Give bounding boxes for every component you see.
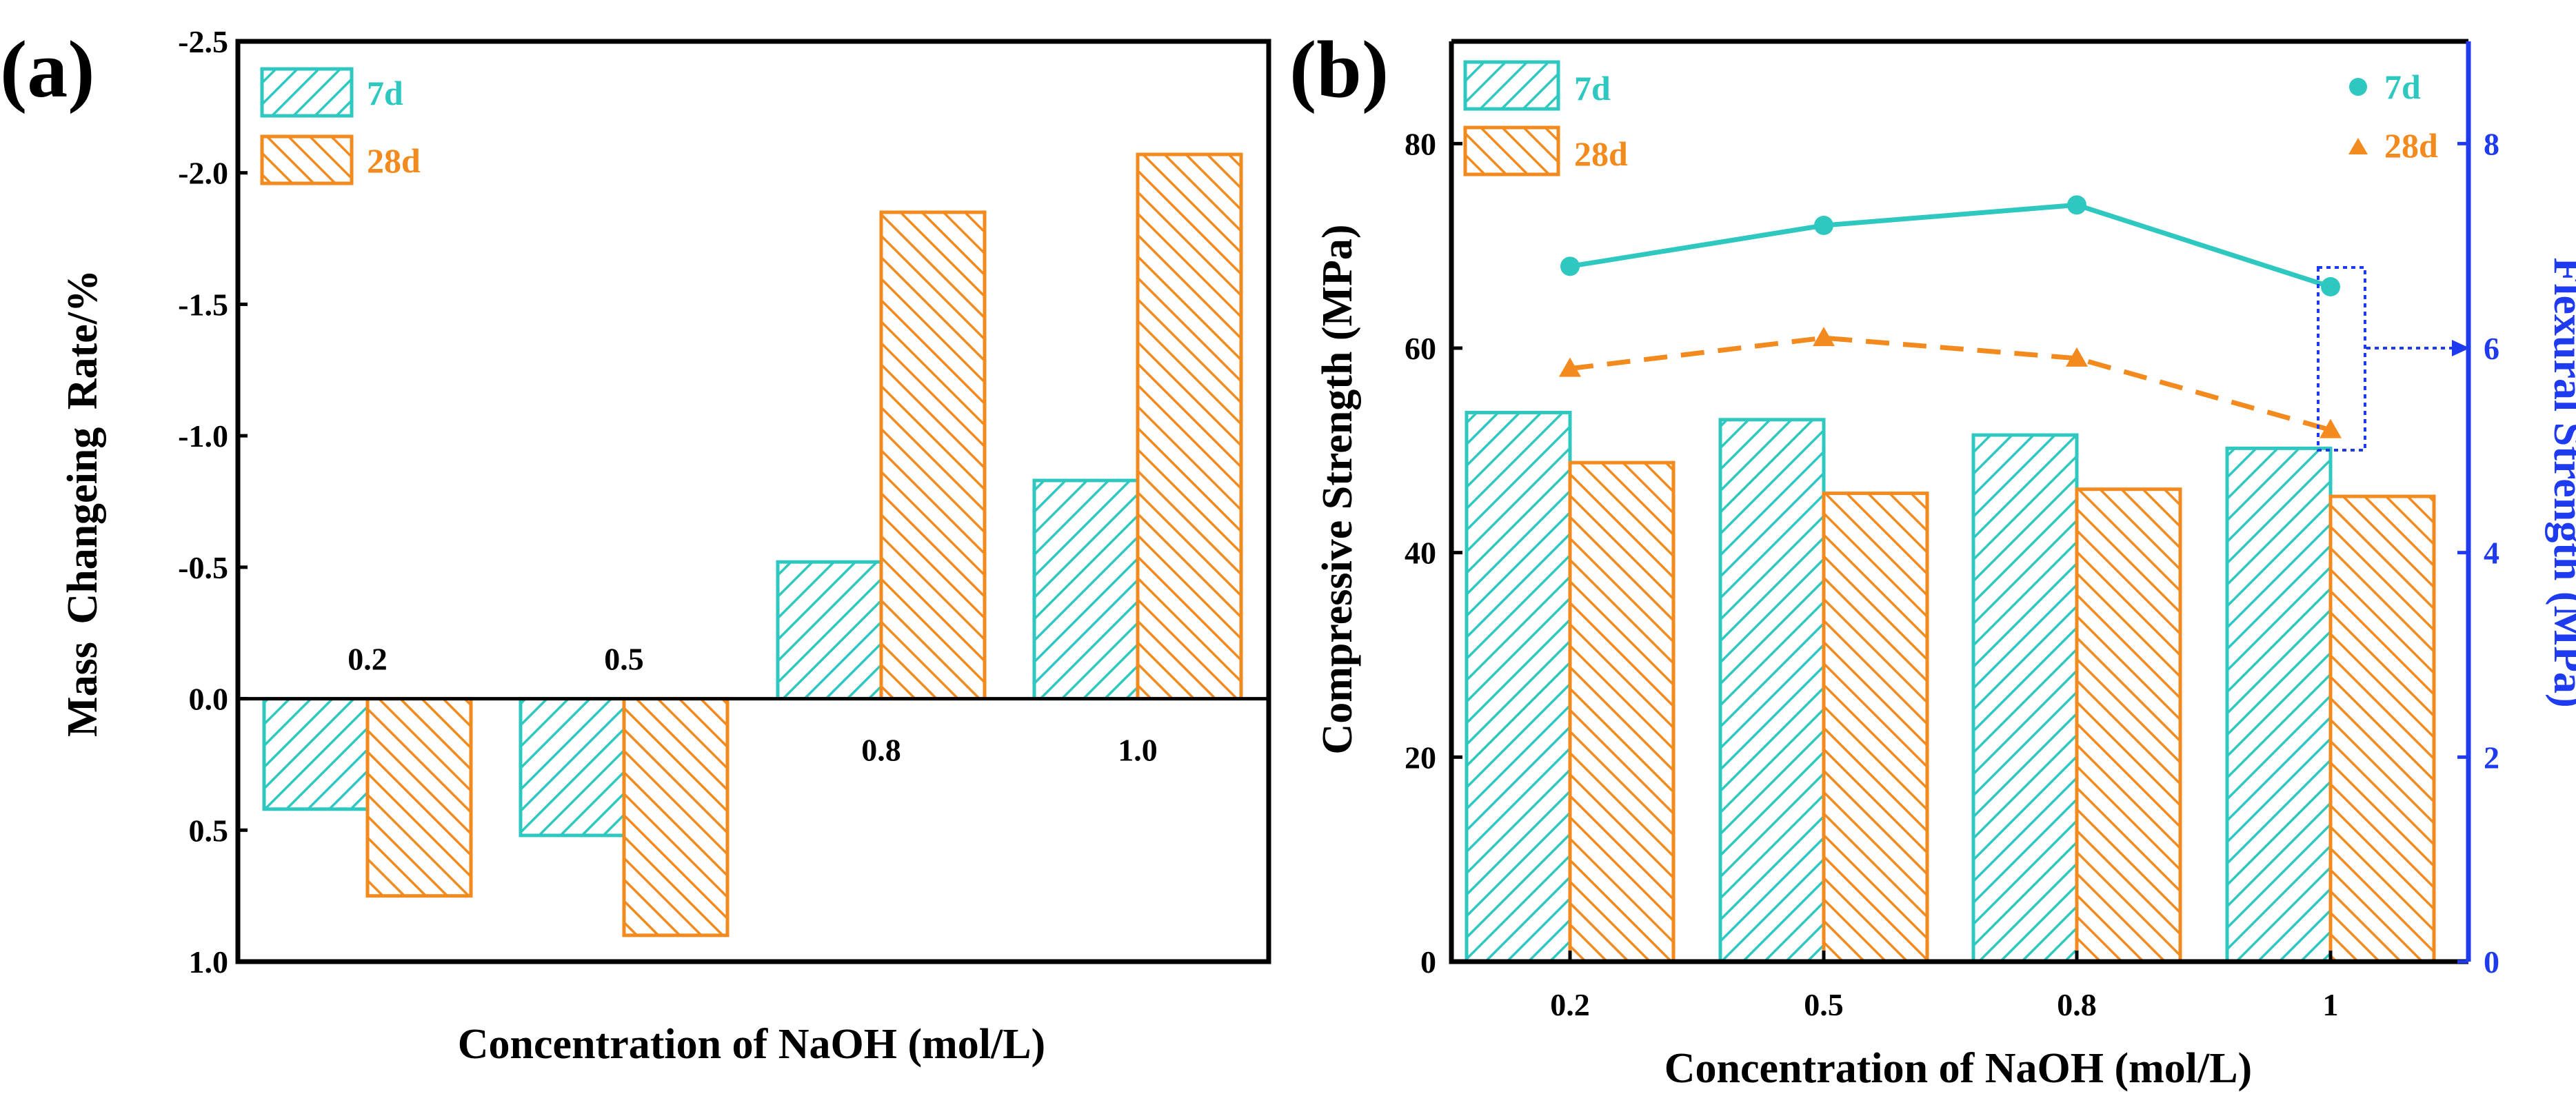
panel-b-bar-legend: 7d 28d (1463, 60, 1628, 176)
panel-b-x-tick-label: 0.8 (2057, 987, 2097, 1022)
panel-a-category-label: 0.5 (604, 642, 644, 677)
panel-b-point-28d-0.2 (1559, 357, 1581, 377)
panel-b-left-tick-label: 80 (1405, 126, 1436, 161)
panel-b-left-tick-label: 0 (1420, 944, 1436, 980)
panel-b-right-tick-label: 2 (2484, 740, 2499, 775)
panel-b-legend-label-28d: 28d (1574, 134, 1628, 173)
panel-b-left-tick-label: 40 (1405, 536, 1436, 571)
panel-a-y-tick-label: -2.0 (178, 156, 228, 191)
panel-b-bar-28d-0.2 (1568, 460, 1676, 964)
panel-b-right-y-axis-title: Flexural Strength (MPa) (2545, 257, 2576, 707)
panel-a-category-label: 0.8 (861, 733, 901, 768)
panel-a-y-ticks: 1.0 0.5 0.0 -0.5 -1.0 -1.5 -2.0 -2.5 (178, 24, 1269, 980)
panel-a: (a) 0.2 0.5 0.8 1.0 1.0 0.5 0.0 -0.5 -1.0 -1.5 -2… (0, 24, 1271, 1068)
panel-b-point-7d-0.8 (2067, 195, 2086, 215)
panel-b-bar-28d-1 (2328, 494, 2436, 964)
panel-b-bar-28d-0.5 (1822, 491, 1929, 964)
panel-a-y-tick-label: -0.5 (178, 550, 228, 585)
panel-b-point-28d-0.8 (2066, 347, 2088, 367)
highlight-box (2317, 266, 2366, 452)
panel-b-highlight-annotation (2317, 266, 2470, 452)
panel-b-x-tick-label: 0.5 (1804, 987, 1844, 1022)
panel-b-left-y-axis-title: Compressive Strength (MPa) (1314, 224, 1361, 754)
panel-a-bar-7d-0.2 (262, 697, 370, 811)
panel-b-left-tick-label: 60 (1405, 331, 1436, 366)
panel-b-bar-7d-0.2 (1465, 410, 1572, 964)
panel-b-line-28d (1569, 335, 2331, 433)
panel-a-plot-frame (235, 39, 1271, 964)
panel-a-y-tick-label: -1.0 (178, 418, 228, 454)
panel-a-category-labels: 0.2 0.5 0.8 1.0 (348, 642, 1158, 768)
panel-b-right-tick-label: 8 (2484, 126, 2499, 161)
panel-b-point-7d-1 (2321, 277, 2340, 296)
panel-b-x-axis-title: Concentration of NaOH (mol/L) (1664, 1045, 2252, 1092)
panel-a-category-label: 0.2 (348, 642, 388, 677)
panel-a-y-axis-title: Mass Changeing Rate/% (59, 270, 106, 737)
panel-a-bars (262, 152, 1243, 937)
panel-b-left-y-ticks: 0 20 40 60 80 (1405, 126, 1462, 980)
panel-b-bar-7d-0.5 (1718, 418, 1826, 964)
panel-b-point-28d-0.5 (1813, 327, 1835, 347)
panel-b-x-ticks: 0.2 0.5 0.8 1 (1550, 951, 2339, 1022)
panel-a-legend-swatch-28d (260, 134, 354, 185)
panel-b-right-y-ticks: 0 2 4 6 8 (2457, 126, 2499, 980)
panel-a-y-tick-label: -2.5 (178, 24, 228, 59)
panel-a-legend-swatch-7d (260, 67, 354, 118)
panel-a-y-tick-label: -1.5 (178, 287, 228, 322)
panel-b-point-7d-0.2 (1560, 256, 1580, 276)
panel-b-legend-label-7d: 7d (1574, 69, 1611, 108)
panel-b-bar-7d-1 (2225, 446, 2333, 964)
panel-a-x-axis-title: Concentration of NaOH (mol/L) (458, 1021, 1045, 1068)
panel-b-bar-7d-0.8 (1971, 433, 2079, 964)
panel-a-bar-28d-0.8 (879, 210, 987, 701)
panel-b-bar-28d-0.8 (2075, 487, 2182, 964)
panel-a-bar-28d-1.0 (1136, 152, 1243, 701)
panel-a-bar-28d-0.5 (622, 697, 729, 937)
panel-a-label: (a) (0, 24, 95, 114)
panel-b-point-7d-0.5 (1814, 216, 1833, 235)
panel-b-right-tick-label: 4 (2484, 536, 2499, 571)
panel-a-bar-7d-0.8 (776, 560, 883, 701)
panel-b-point-28d-1 (2320, 418, 2342, 438)
panel-b-x-tick-label: 0.2 (1550, 987, 1590, 1022)
triangle-marker-icon (2348, 138, 2368, 154)
panel-b-line-7d (1569, 202, 2332, 290)
panel-b: (b) 0 20 40 60 80 0 2 4 6 8 0.2 0.5 0.8 1 Compressi… (1289, 24, 2576, 1092)
panel-a-y-tick-label: 0.5 (189, 813, 229, 848)
panel-b-lines (1559, 195, 2342, 438)
panel-a-category-label: 1.0 (1118, 733, 1158, 768)
panel-b-point-legend-label-7d: 7d (2384, 68, 2421, 106)
panel-a-y-tick-label: 0.0 (189, 682, 229, 717)
panel-b-left-tick-label: 20 (1405, 740, 1436, 775)
panel-a-bar-7d-1.0 (1032, 478, 1140, 701)
panel-a-bar-28d-0.2 (365, 697, 473, 898)
panel-b-right-tick-label: 6 (2484, 331, 2499, 366)
panel-b-point-legend: 7d 28d (2348, 68, 2438, 165)
panel-b-x-tick-label: 1 (2323, 987, 2339, 1022)
panel-b-right-tick-label: 0 (2484, 944, 2499, 980)
panel-b-bars (1465, 410, 2436, 964)
panel-a-legend-label-28d: 28d (367, 141, 421, 180)
panel-a-legend-label-7d: 7d (367, 74, 403, 112)
panel-b-legend-swatch-7d (1463, 60, 1560, 111)
circle-marker-icon (2349, 78, 2367, 96)
panel-b-point-legend-label-28d: 28d (2384, 126, 2438, 165)
panel-a-legend: 7d 28d (260, 67, 421, 185)
panel-a-y-tick-label: 1.0 (189, 944, 229, 980)
panel-a-bar-7d-0.5 (519, 697, 626, 838)
panel-b-label: (b) (1289, 24, 1389, 114)
panel-b-legend-swatch-28d (1463, 125, 1560, 176)
